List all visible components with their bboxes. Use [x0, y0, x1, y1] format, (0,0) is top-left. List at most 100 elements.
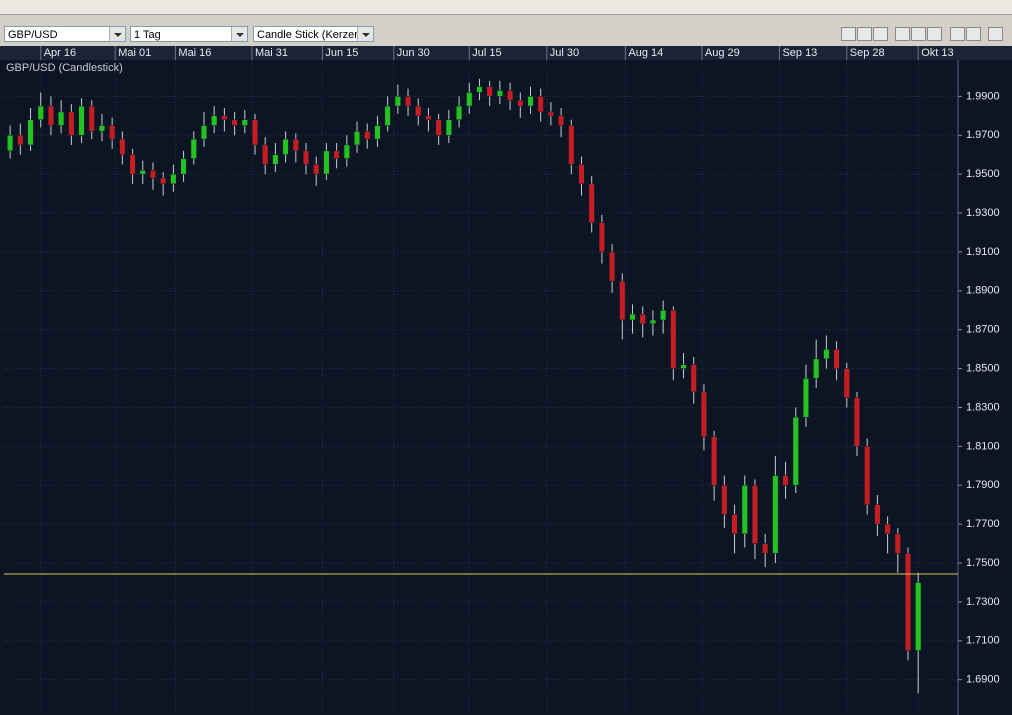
x-tick-label: Jul 15	[472, 47, 501, 59]
candle-body	[558, 115, 565, 126]
tool-button[interactable]	[911, 27, 926, 41]
x-tick-label: Jul 30	[550, 47, 579, 59]
chart-background	[0, 46, 1012, 715]
candle-body	[568, 125, 575, 165]
window-top	[0, 0, 1012, 15]
candle-body	[843, 368, 850, 399]
x-tick-label: Aug 14	[628, 47, 663, 59]
y-tick-label: 1.8100	[966, 440, 1000, 452]
candle-body	[833, 348, 840, 369]
candle-body	[486, 86, 493, 97]
candle-body	[456, 105, 463, 120]
candle-body	[700, 391, 707, 437]
candle-body	[711, 436, 718, 486]
candle-body	[680, 364, 687, 369]
candle-body	[109, 125, 116, 140]
period: 1 Tag	[134, 29, 161, 41]
candle-body	[98, 125, 106, 132]
y-tick-label: 1.9900	[966, 90, 1000, 102]
candle-body	[670, 310, 677, 369]
tool-button[interactable]	[950, 27, 965, 41]
candle-body	[241, 119, 248, 126]
candle-body	[649, 319, 656, 325]
style-select[interactable]: Candle Stick (Kerzen	[253, 26, 374, 42]
chart-title: GBP/USD (Candlestick)	[6, 62, 123, 74]
y-tick-label: 1.8300	[966, 401, 1000, 413]
candle-body	[731, 514, 738, 535]
candle-body	[58, 111, 65, 126]
candle-body	[751, 485, 759, 544]
y-tick-label: 1.8700	[966, 324, 1000, 336]
x-tick-label: Apr 16	[44, 47, 76, 59]
candle-body	[292, 138, 299, 152]
y-tick-label: 1.7500	[966, 557, 1000, 569]
y-tick-label: 1.7300	[966, 596, 1000, 608]
candle-body	[588, 183, 595, 224]
candle-body	[160, 177, 167, 185]
candle-body	[343, 144, 350, 159]
candle-body	[517, 100, 524, 107]
candle-body	[313, 164, 320, 175]
candle-body	[425, 115, 432, 120]
candle-body	[547, 111, 554, 117]
candle-body	[221, 115, 228, 120]
candle-body	[864, 446, 871, 505]
tool-button[interactable]	[895, 27, 910, 41]
candle-body	[853, 397, 861, 447]
candle-body	[782, 475, 789, 486]
candle-body	[333, 150, 340, 159]
y-tick-label: 1.9100	[966, 246, 1000, 258]
candle-body	[139, 170, 146, 175]
symbol-select[interactable]: GBP/USD	[4, 26, 126, 42]
candle-body	[78, 105, 85, 136]
candle-body	[68, 111, 75, 136]
candle-body	[415, 105, 422, 117]
candle-body	[904, 553, 912, 651]
x-tick-label: Mai 01	[118, 47, 151, 59]
candle-body	[690, 364, 697, 393]
x-tick-label: Sep 13	[782, 47, 817, 59]
candle-body	[915, 582, 922, 651]
tool-button[interactable]	[857, 27, 872, 41]
candle-body	[823, 348, 830, 360]
y-tick-label: 1.8900	[966, 285, 1000, 297]
candle-body	[149, 170, 157, 179]
x-tick-label: Jun 30	[397, 47, 430, 59]
candle-body	[619, 280, 626, 321]
tool-button[interactable]	[927, 27, 942, 41]
candle-body	[527, 96, 534, 107]
candle-body	[384, 105, 391, 126]
candle-body	[445, 119, 452, 136]
x-tick-label: Sep 28	[850, 47, 885, 59]
period-select[interactable]: 1 Tag	[130, 26, 248, 42]
candle-body	[7, 135, 14, 152]
tool-button[interactable]	[841, 27, 856, 41]
x-tick-label: Okt 13	[921, 47, 953, 59]
tool-button[interactable]	[988, 27, 1003, 41]
y-tick-label: 1.7900	[966, 479, 1000, 491]
y-tick-label: 1.7700	[966, 518, 1000, 530]
candle-body	[813, 358, 820, 379]
candle-body	[507, 90, 514, 101]
symbol: GBP/USD	[8, 29, 58, 41]
candle-body	[129, 154, 136, 175]
x-tick-label: Mai 16	[178, 47, 211, 59]
y-tick-label: 1.6900	[966, 674, 1000, 686]
y-tick-label: 1.7100	[966, 635, 1000, 647]
candle-body	[190, 138, 197, 159]
candle-body	[323, 150, 330, 175]
tool-button[interactable]	[873, 27, 888, 41]
candle-body	[435, 119, 442, 136]
candle-body	[200, 125, 208, 140]
candle-body	[374, 125, 381, 140]
candle-body	[496, 90, 503, 97]
candle-body	[578, 164, 585, 185]
candle-body	[302, 150, 310, 165]
tool-button[interactable]	[966, 27, 981, 41]
candle-body	[364, 131, 371, 140]
candle-body	[47, 105, 54, 126]
candle-body	[721, 485, 728, 515]
candle-body	[792, 416, 799, 486]
candle-body	[180, 158, 187, 175]
